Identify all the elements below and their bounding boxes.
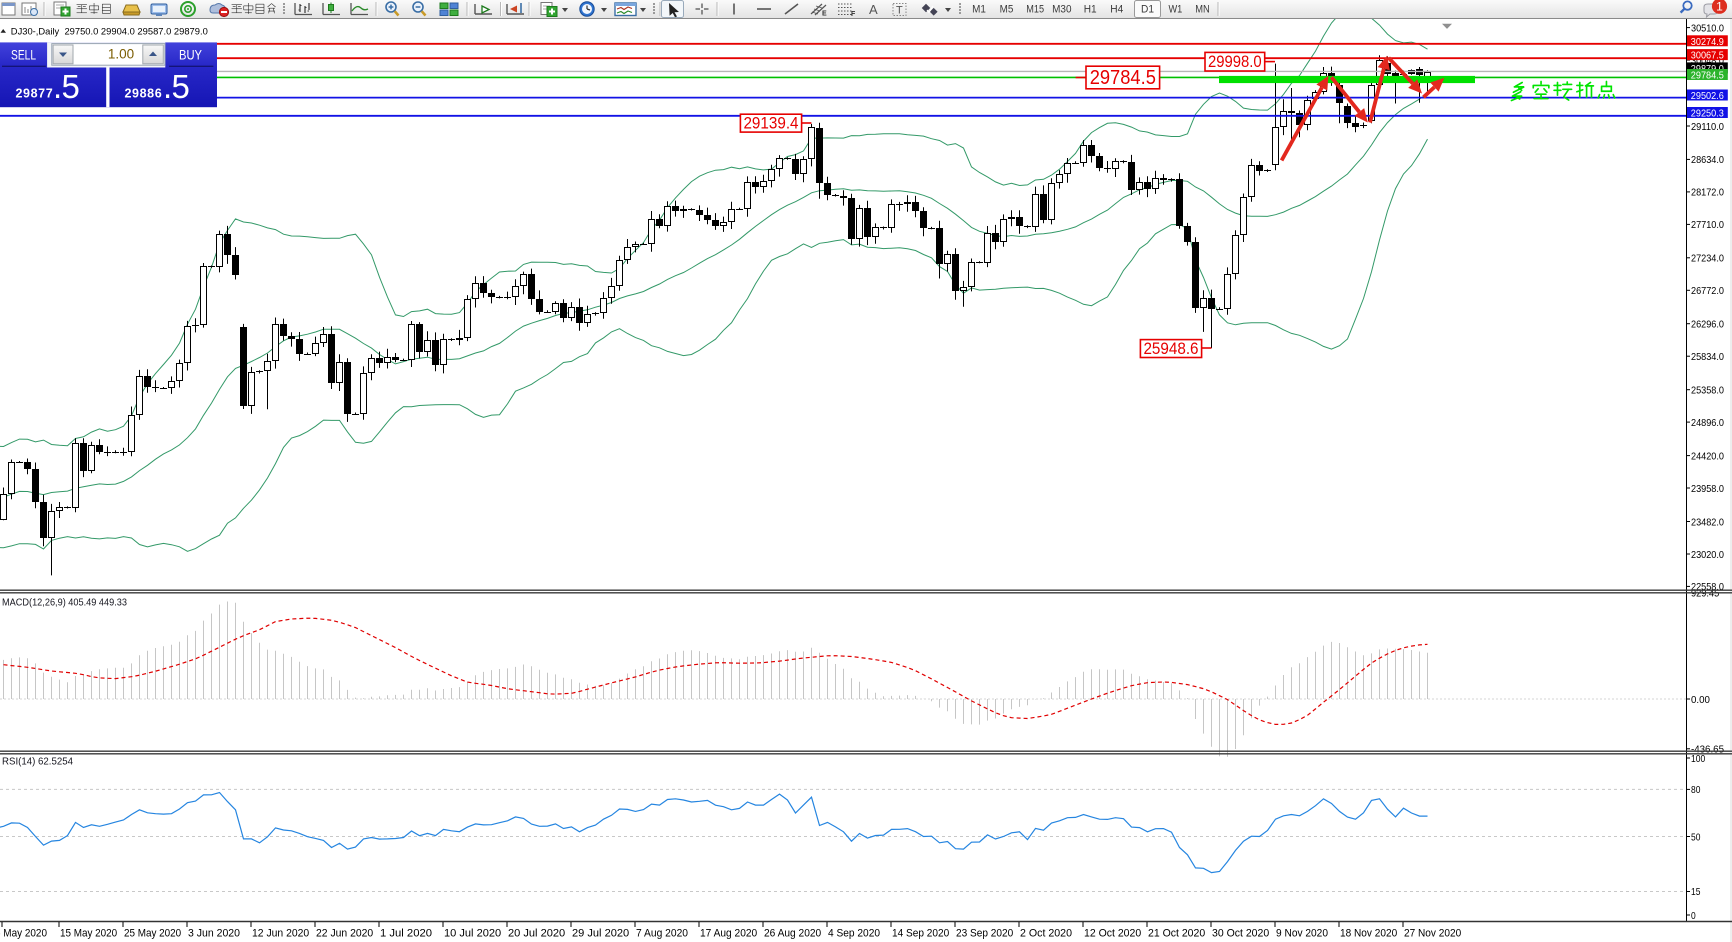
svg-text:29886: 29886: [125, 87, 163, 101]
svg-text:F: F: [851, 11, 856, 18]
svg-text:10 Jul 2020: 10 Jul 2020: [444, 928, 501, 940]
svg-text:M15: M15: [1026, 4, 1044, 16]
svg-text:28634.0: 28634.0: [1691, 154, 1724, 166]
svg-text:50: 50: [1691, 831, 1701, 843]
svg-text:4 Sep 2020: 4 Sep 2020: [828, 928, 880, 940]
svg-text:M1: M1: [972, 4, 986, 16]
svg-text:RSI(14) 62.5254: RSI(14) 62.5254: [2, 757, 73, 768]
svg-text:29784.5: 29784.5: [1691, 70, 1724, 82]
svg-text:MN: MN: [1195, 4, 1210, 16]
svg-text:30 Oct 2020: 30 Oct 2020: [1212, 928, 1269, 940]
svg-text:SELL: SELL: [11, 47, 36, 63]
svg-text:27 Nov 2020: 27 Nov 2020: [1404, 928, 1461, 940]
svg-text:2 Oct 2020: 2 Oct 2020: [1020, 928, 1072, 940]
svg-text:-436.65: -436.65: [1691, 744, 1724, 756]
svg-text:25 May 2020: 25 May 2020: [124, 928, 181, 940]
svg-text:29139.4: 29139.4: [743, 115, 798, 133]
svg-text:20 Jul 2020: 20 Jul 2020: [508, 928, 565, 940]
svg-text:29250.3: 29250.3: [1691, 108, 1724, 120]
svg-text:29998.0: 29998.0: [1208, 53, 1262, 71]
svg-text:0.00: 0.00: [1691, 694, 1710, 706]
svg-text:23482.0: 23482.0: [1691, 516, 1724, 528]
svg-text:BUY: BUY: [179, 47, 203, 63]
svg-text:M30: M30: [1052, 4, 1071, 16]
svg-text:23020.0: 23020.0: [1691, 549, 1724, 561]
svg-text:25358.0: 25358.0: [1691, 385, 1724, 397]
svg-text:15: 15: [1691, 886, 1701, 898]
svg-text:A: A: [869, 2, 878, 17]
svg-text:24420.0: 24420.0: [1691, 450, 1724, 462]
svg-text:29784.5: 29784.5: [1090, 67, 1156, 89]
svg-text:12 Oct 2020: 12 Oct 2020: [1084, 928, 1141, 940]
svg-text:E: E: [822, 11, 827, 18]
svg-text:5: 5: [172, 68, 190, 105]
svg-text:1 Jul 2020: 1 Jul 2020: [380, 928, 432, 940]
svg-text:26772.0: 26772.0: [1691, 285, 1724, 297]
svg-text:6 May 2020: 6 May 2020: [0, 928, 47, 940]
svg-text:.: .: [163, 68, 172, 105]
svg-text:28172.0: 28172.0: [1691, 187, 1724, 199]
svg-text:25948.6: 25948.6: [1143, 340, 1198, 358]
svg-text:M5: M5: [1000, 4, 1014, 16]
svg-text:17 Aug 2020: 17 Aug 2020: [700, 928, 757, 940]
svg-text:DJ30-,Daily 29750.0 29904.0 2: DJ30-,Daily 29750.0 29904.0 29587.0 2987…: [11, 27, 208, 38]
svg-text:12 Jun 2020: 12 Jun 2020: [252, 928, 309, 940]
svg-text:29110.0: 29110.0: [1691, 121, 1724, 133]
svg-text:15 May 2020: 15 May 2020: [60, 928, 117, 940]
svg-text:.: .: [53, 68, 62, 105]
svg-text:3 Jun 2020: 3 Jun 2020: [188, 928, 240, 940]
svg-text:25834.0: 25834.0: [1691, 351, 1724, 363]
svg-text:29877: 29877: [16, 87, 54, 101]
svg-text:30274.9: 30274.9: [1691, 36, 1724, 48]
svg-text:26 Aug 2020: 26 Aug 2020: [764, 928, 821, 940]
svg-text:1: 1: [1716, 0, 1723, 14]
svg-text:18 Nov 2020: 18 Nov 2020: [1340, 928, 1397, 940]
svg-text:1.00: 1.00: [108, 47, 134, 62]
svg-text:22 Jun 2020: 22 Jun 2020: [316, 928, 373, 940]
svg-text:100: 100: [1691, 753, 1705, 765]
svg-text:7 Aug 2020: 7 Aug 2020: [636, 928, 688, 940]
svg-text:H4: H4: [1110, 4, 1123, 16]
svg-text:27710.0: 27710.0: [1691, 219, 1724, 231]
svg-text:30510.0: 30510.0: [1691, 22, 1724, 34]
svg-text:929.45: 929.45: [1691, 588, 1719, 600]
svg-text:H1: H1: [1084, 4, 1097, 16]
svg-text:80: 80: [1691, 784, 1701, 796]
svg-text:9 Nov 2020: 9 Nov 2020: [1276, 928, 1328, 940]
svg-text:21 Oct 2020: 21 Oct 2020: [1148, 928, 1205, 940]
svg-text:27234.0: 27234.0: [1691, 253, 1724, 265]
svg-text:0: 0: [1691, 910, 1696, 922]
svg-text:29502.6: 29502.6: [1691, 90, 1724, 102]
svg-text:26296.0: 26296.0: [1691, 319, 1724, 331]
svg-text:MACD(12,26,9) 405.49 449.33: MACD(12,26,9) 405.49 449.33: [2, 598, 127, 609]
svg-text:29 Jul 2020: 29 Jul 2020: [572, 928, 629, 940]
svg-text:14 Sep 2020: 14 Sep 2020: [892, 928, 949, 940]
svg-text:30067.5: 30067.5: [1691, 50, 1724, 62]
svg-text:5: 5: [62, 68, 80, 105]
svg-text:T: T: [896, 5, 903, 17]
svg-text:23958.0: 23958.0: [1691, 483, 1724, 495]
svg-text:23 Sep 2020: 23 Sep 2020: [956, 928, 1013, 940]
svg-text:W1: W1: [1169, 4, 1183, 16]
svg-text:24896.0: 24896.0: [1691, 417, 1724, 429]
svg-text:D1: D1: [1141, 4, 1154, 16]
